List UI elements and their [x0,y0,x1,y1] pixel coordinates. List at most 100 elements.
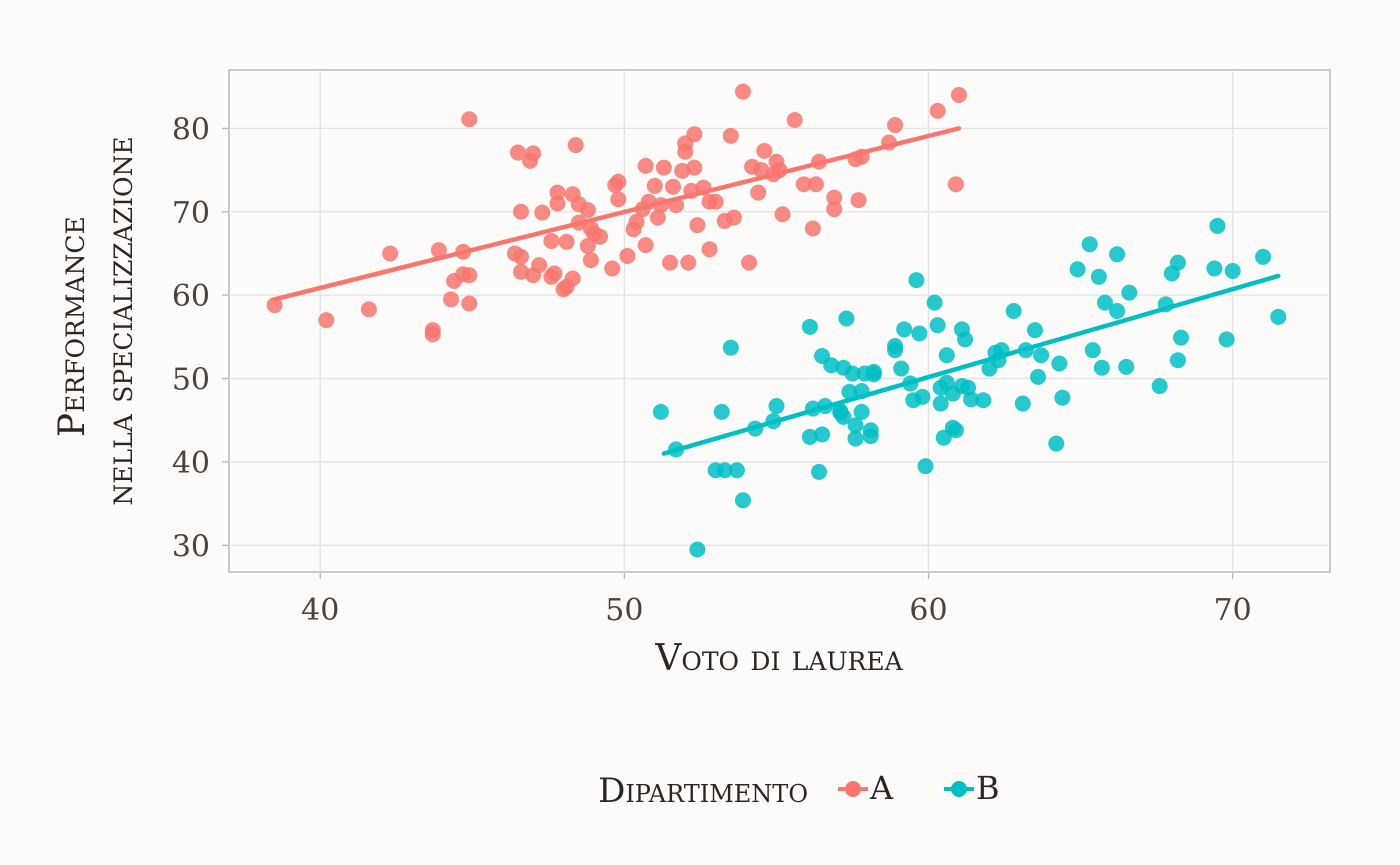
point-a [531,257,548,274]
y-tick-label: 40 [172,446,210,481]
x-tick-label: 40 [301,593,339,628]
fit-line-b [661,273,1281,456]
point-b [1209,217,1226,234]
point-b [728,462,745,479]
point-b [1224,262,1241,279]
point-b [652,403,669,420]
y-tick-label: 60 [172,279,210,314]
point-b [847,417,864,434]
legend-label-b: B [976,769,1000,807]
point-b [914,388,931,405]
point-b [1090,268,1107,285]
point-b [917,458,934,475]
point-a [610,173,627,190]
point-a [686,126,703,143]
point-b [801,318,818,335]
point-a [512,248,529,265]
legend-title: Dipartimento [598,771,808,811]
point-a [804,220,821,237]
point-a [318,312,335,329]
point-a [512,263,529,280]
legend-key-point-b [951,781,967,797]
point-b [1026,322,1043,339]
point-a [686,159,703,176]
point-b [926,294,943,311]
x-tick-label: 70 [1214,593,1252,628]
y-axis-title: Performance nella specializzazione [52,136,141,505]
point-a [549,184,566,201]
point-b [1005,302,1022,319]
point-a [461,267,478,284]
point-a [382,245,399,262]
point-b [1033,347,1050,364]
point-a [637,237,654,254]
point-a [887,117,904,134]
point-a [461,295,478,312]
point-a [443,291,460,308]
point-a [850,192,867,209]
legend-item-a: A [838,769,894,807]
point-b [865,363,882,380]
y-tick-label: 70 [172,196,210,231]
point-a [750,184,767,201]
point-a [795,176,812,193]
point-b [1051,355,1068,372]
y-axis-ticks: 30 40 50 60 70 80 [172,112,229,564]
legend: Dipartimento A B [598,769,999,811]
point-b [835,408,852,425]
point-b [801,428,818,445]
point-a [543,232,560,249]
point-a [701,241,718,258]
point-a [707,193,724,210]
point-a [525,145,542,162]
point-b [862,428,879,445]
x-tick-label: 50 [605,593,643,628]
point-a [689,217,706,234]
point-b [932,395,949,412]
plot-panel [228,69,1331,573]
point-b [938,347,955,364]
point-a [929,102,946,119]
point-b [1118,358,1135,375]
point-a [674,162,691,179]
point-b [811,463,828,480]
point-a [649,209,666,226]
point-b [1270,308,1287,325]
point-a [774,206,791,223]
point-b [929,317,946,334]
point-a [619,247,636,264]
point-a [461,111,478,128]
point-a [360,301,377,318]
legend-key-point-a [845,781,861,797]
point-b [947,422,964,439]
point-b [841,383,858,400]
point-b [823,357,840,374]
point-a [430,242,447,259]
point-b [963,391,980,408]
point-b [1096,294,1113,311]
point-a [558,233,575,250]
point-b [713,403,730,420]
point-a [662,254,679,271]
point-a [950,87,967,104]
y-axis-title-line2: nella specializzazione [100,136,141,505]
point-a [579,202,596,219]
point-b [1151,378,1168,395]
point-b [1054,389,1071,406]
point-b [1069,261,1086,278]
point-a [646,177,663,194]
y-tick-label: 30 [172,529,210,564]
point-a [735,83,752,100]
point-b [768,398,785,415]
data-points [266,83,1287,558]
point-b [893,360,910,377]
point-b [853,403,870,420]
point-b [722,339,739,356]
regression-lines [272,126,1281,456]
point-b [1081,236,1098,253]
point-a [579,237,596,254]
point-a [756,142,773,159]
point-a [741,254,758,271]
point-a [592,228,609,245]
